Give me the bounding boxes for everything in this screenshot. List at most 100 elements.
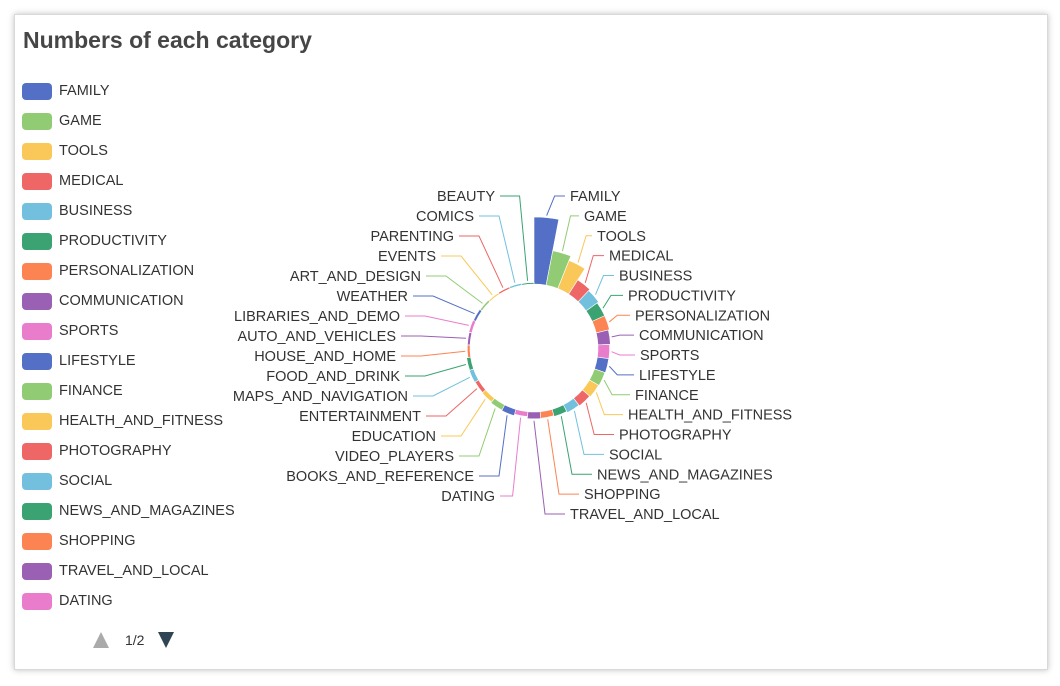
slice-label: COMMUNICATION [639,328,764,344]
label-leader-line [426,275,483,304]
legend-swatch [22,412,52,430]
rose-slice[interactable] [521,282,535,286]
slice-label: MAPS_AND_NAVIGATION [233,389,408,405]
rose-slice[interactable] [481,389,495,403]
legend-item[interactable]: BUSINESS [22,201,132,221]
rose-slice[interactable] [595,329,611,346]
legend-swatch [22,352,52,370]
chart-title: Numbers of each category [23,27,312,53]
label-leader-line [585,402,614,435]
legend-label: SOCIAL [59,473,113,489]
rose-slice[interactable] [466,356,474,371]
label-leader-line [584,255,604,283]
rose-slice[interactable] [474,379,487,393]
slice-label: ART_AND_DESIGN [290,269,421,285]
rose-slice[interactable] [468,368,479,383]
legend-label: NEWS_AND_MAGAZINES [59,503,235,519]
legend-label: MEDICAL [59,173,124,189]
legend-label: FAMILY [59,83,110,99]
rose-slice[interactable] [577,290,600,312]
legend-label: COMMUNICATION [59,293,184,309]
label-leader-line [459,408,496,457]
legend-item[interactable]: SPORTS [22,321,118,341]
rose-slice[interactable] [509,282,523,289]
rose-slice[interactable] [473,308,483,322]
label-leader-line [603,379,630,396]
rose-slice[interactable] [514,409,529,417]
legend-item[interactable]: MEDICAL [22,171,123,191]
label-leader-line [441,255,493,296]
slice-label: SPORTS [640,348,699,364]
rose-slice[interactable] [562,397,580,414]
slice-label: PERSONALIZATION [635,308,770,324]
legend-item[interactable]: DATING [22,591,113,611]
rose-slice[interactable] [466,344,471,358]
legend-page-indicator: 1/2 [125,632,145,648]
legend-swatch [22,142,52,160]
slice-label: NEWS_AND_MAGAZINES [597,467,773,483]
legend-label: HEALTH_AND_FITNESS [59,413,224,429]
slice-label: EVENTS [378,249,436,265]
rose-slice[interactable] [581,379,599,398]
rose-slice[interactable] [479,299,491,312]
rose-slice[interactable] [551,404,568,417]
legend-item[interactable]: FAMILY [22,81,110,101]
legend-label: PERSONALIZATION [59,263,195,279]
rose-slice[interactable] [589,368,606,386]
rose-slice[interactable] [568,279,591,303]
label-leader-line [602,294,623,309]
label-leader-line [413,376,471,397]
legend-item[interactable]: FINANCE [22,381,123,401]
rose-slice[interactable] [539,409,555,419]
legend-item[interactable]: PRODUCTIVITY [22,231,167,251]
rose-slice[interactable] [594,356,610,374]
rose-slice[interactable] [501,404,517,417]
rose-slice[interactable] [467,331,473,346]
legend-item[interactable]: NEWS_AND_MAGAZINES [22,501,235,521]
legend-item[interactable]: PHOTOGRAPHY [22,441,172,461]
legend-item[interactable]: COMMUNICATION [22,291,184,311]
label-leader-line [426,388,478,417]
legend-swatch [22,82,52,100]
slice-label: AUTO_AND_VEHICLES [238,329,396,345]
legend-item[interactable]: GAME [22,111,102,131]
rose-slice[interactable] [490,397,506,411]
legend-item[interactable]: SOCIAL [22,471,112,491]
rose-slice[interactable] [545,250,572,289]
legend-prev-page-button[interactable] [91,630,111,650]
legend-item[interactable]: HEALTH_AND_FITNESS [22,411,223,431]
triangle-up-icon [93,632,109,648]
rose-slice[interactable] [591,315,610,334]
slice-label: TOOLS [597,229,646,245]
legend-item[interactable]: PERSONALIZATION [22,261,194,281]
legend-swatch [22,442,52,460]
legend-item[interactable]: LIFESTYLE [22,351,136,371]
rose-slice[interactable] [533,216,560,286]
label-leader-line [561,215,579,252]
legend-item[interactable]: TRAVEL_AND_LOCAL [22,561,209,581]
label-leader-line [595,392,623,416]
rose-slice[interactable] [597,344,610,360]
legend-swatch [22,532,52,550]
legend-label: PHOTOGRAPHY [59,443,172,459]
slice-label: BEAUTY [437,189,495,205]
rose-slice[interactable] [497,286,511,295]
rose-slice[interactable] [468,319,477,334]
label-leader-line [479,215,516,283]
rose-slice[interactable] [526,411,542,420]
legend-next-page-button[interactable] [156,630,176,650]
label-leader-line [608,314,630,323]
legend-item[interactable]: SHOPPING [22,531,136,551]
legend-item[interactable]: TOOLS [22,141,108,161]
label-leader-line [560,416,592,475]
rose-slice[interactable] [488,292,500,303]
rose-slice[interactable] [573,389,591,407]
slice-label: WEATHER [337,289,408,305]
slice-label: BUSINESS [619,269,692,285]
label-leader-line [611,334,634,338]
legend-swatch [22,172,52,190]
rose-slice[interactable] [557,260,586,295]
label-leader-line [401,335,467,339]
chart-card: Numbers of each category FAMILY GAME TOOLS… [14,14,1048,670]
slice-label: HOUSE_AND_HOME [254,349,396,365]
